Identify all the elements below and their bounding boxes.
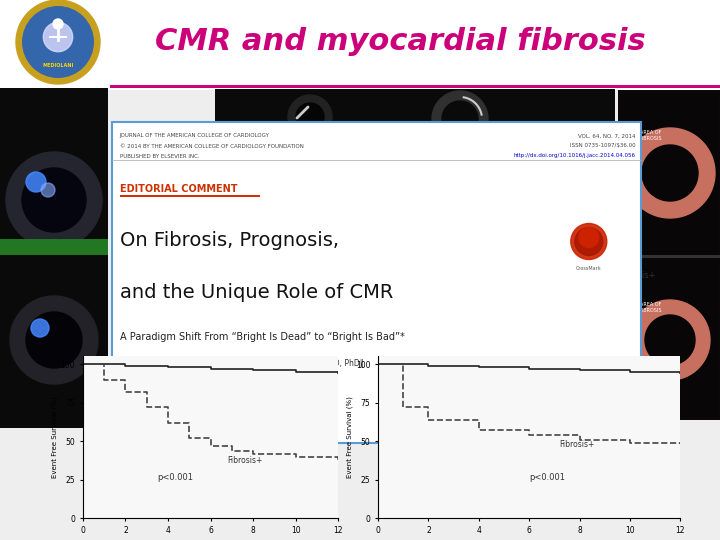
Bar — [619, 92, 719, 255]
Circle shape — [579, 227, 599, 247]
Polygon shape — [432, 91, 488, 147]
Circle shape — [575, 227, 603, 255]
Text: AREA OF
FIBROSIS: AREA OF FIBROSIS — [640, 302, 662, 313]
Circle shape — [26, 172, 46, 192]
FancyBboxPatch shape — [112, 122, 641, 443]
Circle shape — [41, 183, 55, 197]
Polygon shape — [6, 152, 102, 248]
Circle shape — [23, 6, 94, 77]
Text: and the Unique Role of CMR: and the Unique Role of CMR — [120, 284, 393, 302]
Polygon shape — [642, 145, 698, 201]
Bar — [0, 90, 720, 540]
Text: Chiara Bucciarelli-Ducci, MD, PhD,† Clerio F. Azevedo, MD, PhD‖: Chiara Bucciarelli-Ducci, MD, PhD,† Cler… — [120, 360, 363, 368]
Bar — [618, 90, 720, 420]
Y-axis label: Event Free Survival (%): Event Free Survival (%) — [346, 396, 353, 478]
Polygon shape — [630, 300, 710, 380]
Bar — [215, 89, 615, 144]
Text: PUBLISHED BY ELSEVIER INC.: PUBLISHED BY ELSEVIER INC. — [120, 153, 199, 159]
Bar — [619, 260, 719, 418]
Text: Fibrosis+: Fibrosis+ — [559, 441, 595, 449]
Circle shape — [53, 19, 63, 29]
Polygon shape — [288, 95, 332, 139]
Text: A Paradigm Shift From “Bright Is Dead” to “Bright Is Bad”*: A Paradigm Shift From “Bright Is Dead” t… — [120, 332, 405, 341]
Y-axis label: Event Free Survival (%): Event Free Survival (%) — [51, 396, 58, 478]
Text: p<0.001: p<0.001 — [158, 473, 194, 482]
Text: p<0.001: p<0.001 — [529, 473, 565, 482]
Text: VOL. 64, NO. 7, 2014: VOL. 64, NO. 7, 2014 — [578, 133, 636, 138]
Text: Fibrosis+: Fibrosis+ — [228, 456, 263, 465]
Text: CrossMark: CrossMark — [576, 266, 602, 271]
Text: rosis-: rosis- — [620, 246, 643, 254]
Circle shape — [43, 22, 73, 52]
Circle shape — [31, 319, 49, 337]
Bar — [618, 255, 720, 258]
Bar — [0, 239, 108, 255]
Bar — [0, 0, 720, 90]
Text: Fibrosis+: Fibrosis+ — [617, 271, 655, 280]
Bar — [120, 195, 260, 197]
Bar — [0, 88, 108, 428]
Polygon shape — [26, 312, 82, 368]
Polygon shape — [645, 315, 695, 365]
Polygon shape — [442, 101, 478, 137]
Bar — [110, 84, 720, 88]
Polygon shape — [22, 168, 86, 232]
Text: CMR and myocardial fibrosis: CMR and myocardial fibrosis — [155, 28, 646, 57]
Text: MEDIOLANI: MEDIOLANI — [42, 63, 73, 68]
Polygon shape — [10, 296, 98, 384]
Polygon shape — [625, 128, 715, 218]
Text: http://dx.doi.org/10.1016/j.jacc.2014.04.056: http://dx.doi.org/10.1016/j.jacc.2014.04… — [514, 153, 636, 159]
Text: on: on — [625, 205, 637, 215]
Text: ISSN 0735-1097/$36.00: ISSN 0735-1097/$36.00 — [570, 144, 636, 149]
Text: JOURNAL OF THE AMERICAN COLLEGE OF CARDIOLOGY: JOURNAL OF THE AMERICAN COLLEGE OF CARDI… — [120, 133, 269, 138]
Text: C   Su: C Su — [115, 205, 143, 215]
Text: AREA OF
FIBROSIS: AREA OF FIBROSIS — [640, 130, 662, 141]
Text: EDITORIAL COMMENT: EDITORIAL COMMENT — [120, 184, 237, 193]
Circle shape — [16, 0, 100, 84]
Text: © 2014 BY THE AMERICAN COLLEGE OF CARDIOLOGY FOUNDATION: © 2014 BY THE AMERICAN COLLEGE OF CARDIO… — [120, 144, 303, 149]
Polygon shape — [296, 103, 324, 131]
Circle shape — [571, 224, 607, 260]
Text: On Fibrosis, Prognosis,: On Fibrosis, Prognosis, — [120, 232, 338, 251]
